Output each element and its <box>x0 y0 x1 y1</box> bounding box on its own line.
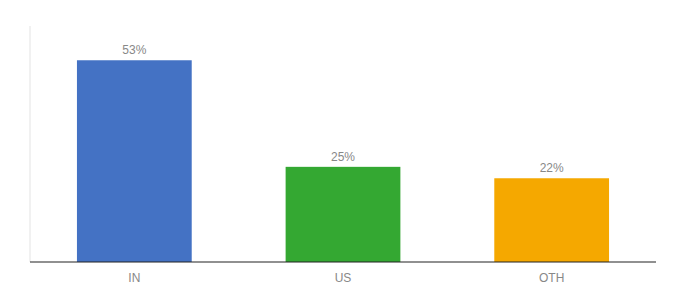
bar <box>77 60 192 262</box>
chart-svg: 53% 25% 22% IN US OTH <box>0 0 680 300</box>
data-label: 53% <box>122 43 146 57</box>
bars <box>77 60 609 262</box>
x-tick-label: OTH <box>539 271 564 285</box>
x-tick-label: IN <box>128 271 140 285</box>
bar <box>286 167 401 262</box>
y-axis-line <box>30 26 31 262</box>
data-label: 22% <box>540 161 564 175</box>
x-axis-line <box>30 261 656 262</box>
bar <box>494 178 609 262</box>
data-label: 25% <box>331 150 355 164</box>
x-tick-label: US <box>335 271 352 285</box>
chart-container: 53% 25% 22% IN US OTH <box>0 0 680 300</box>
